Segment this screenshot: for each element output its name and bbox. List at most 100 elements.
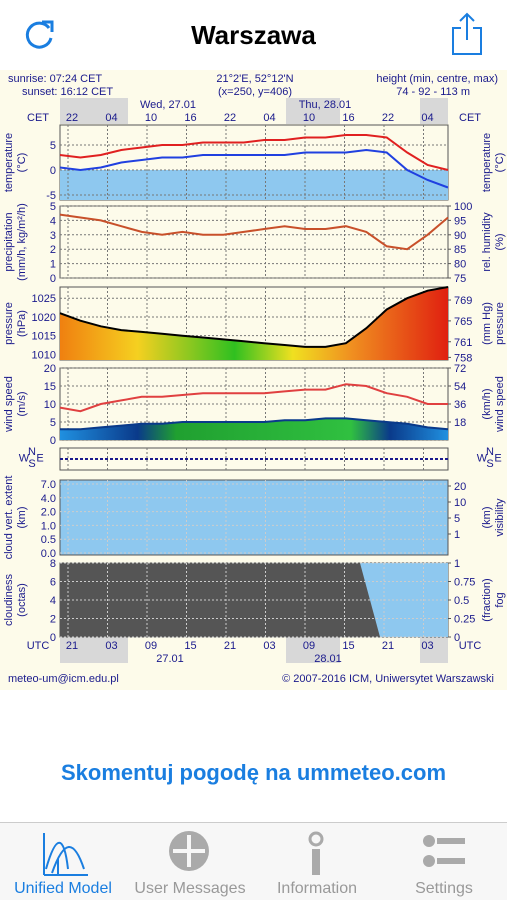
compass-label: S [486,458,493,470]
share-button[interactable] [450,12,484,56]
height-values: 74 - 92 - 113 m [396,86,470,98]
hour-label: 21 [66,640,78,652]
axis-label: cloud vert. extent [3,476,15,560]
refresh-button[interactable] [22,18,56,52]
y2-tick-label: 0 [454,632,460,644]
panel-bg [59,205,449,279]
y-tick-label: 2.0 [41,507,56,519]
hour-label: 03 [421,640,433,652]
y-tick-label: 4 [50,215,56,227]
compass-label: W [477,453,488,465]
y-tick-label: 1020 [32,312,56,324]
axis-label: pressure [3,302,15,345]
sunrise: sunrise: 07:24 CET [8,73,102,85]
y-tick-label: 6 [50,577,56,589]
hour-label: 22 [66,112,78,124]
cet-label: CET [459,112,481,124]
y-tick-label: 2 [50,614,56,626]
y-tick-label: 5 [50,417,56,429]
hour-label: 03 [263,640,275,652]
night-shade [420,637,448,663]
y2-tick-label: 0.75 [454,577,475,589]
y-tick-label: 4.0 [41,493,56,505]
hour-label: 21 [382,640,394,652]
y-tick-label: 5 [50,201,56,213]
axis-label: (°C) [494,153,506,173]
hour-label: 09 [145,640,157,652]
y-tick-label: 0 [50,273,56,285]
compass-label: E [494,453,501,465]
hour-label: 16 [342,112,354,124]
axis-label: temperature [481,133,493,192]
y2-tick-label: 1 [454,558,460,570]
night-shade [286,98,340,124]
y-tick-label: 1 [50,259,56,271]
tab-label: Unified Model [14,880,112,897]
y-tick-label: 1025 [32,293,56,305]
y2-tick-label: 761 [454,337,472,349]
cet-label: CET [27,112,49,124]
y-tick-label: 4 [50,595,56,607]
tab[interactable]: Settings [381,823,507,900]
date-label: Thu, 28.01 [299,99,352,111]
panel-bg [59,479,449,556]
y2-tick-label: 95 [454,215,466,227]
y-tick-label: 1015 [32,331,56,343]
y2-tick-label: 72 [454,363,466,375]
axis-label: (fraction) [481,578,493,621]
y2-tick-label: 1 [454,529,460,541]
date-label: 28.01 [314,653,342,665]
axis-label: rel. humidity [481,212,493,272]
hour-label: 04 [421,112,433,124]
tab[interactable]: Unified Model [0,823,126,900]
y2-tick-label: 100 [454,201,472,213]
axis-label: (hPa) [16,310,28,337]
compass-label: E [36,453,43,465]
axis-label: (km) [481,507,493,529]
axis-label: (m/s) [16,391,28,416]
tab[interactable]: Information [254,823,380,900]
axis-label: cloudiness [3,574,15,626]
comment-link[interactable]: Skomentuj pogodę na ummeteo.com [60,760,447,785]
axis-label: wind speed [494,376,506,433]
y-tick-label: -5 [46,190,56,202]
footer-left: meteo-um@icm.edu.pl [8,673,119,685]
footer-right: © 2007-2016 ICM, Uniwersytet Warszawski [282,673,494,685]
hour-label: 15 [342,640,354,652]
hour-label: 10 [145,112,157,124]
hour-label: 10 [303,112,315,124]
y-tick-label: 0 [50,632,56,644]
hour-label: 16 [184,112,196,124]
axis-label: (°C) [16,153,28,173]
series-line [59,134,449,171]
tab-label: Settings [415,880,473,897]
hour-label: 22 [382,112,394,124]
y-tick-label: 3 [50,230,56,242]
y-tick-label: 20 [44,363,56,375]
tab-icon [423,835,465,867]
axis-label: visibility [494,498,506,536]
tab[interactable]: User Messages [127,823,253,900]
y-tick-label: 0 [50,165,56,177]
y-tick-label: 15 [44,381,56,393]
y2-tick-label: 0.5 [454,595,469,607]
axis-label: (%) [494,233,506,250]
y-tick-label: 0 [50,435,56,447]
axis-label: wind speed [3,376,15,433]
y2-tick-label: 36 [454,399,466,411]
y2-tick-label: 765 [454,316,472,328]
series-line [59,213,449,251]
y2-tick-label: 20 [454,481,466,493]
series-line [59,383,448,413]
axis-label: (km) [16,507,28,529]
y2-tick-label: 54 [454,381,466,393]
tab-icon [308,831,324,875]
hour-label: 04 [263,112,275,124]
hour-label: 04 [105,112,117,124]
y2-tick-label: 85 [454,244,466,256]
hour-label: 15 [184,640,196,652]
hour-label: 09 [303,640,315,652]
axis-label: temperature [3,133,15,192]
